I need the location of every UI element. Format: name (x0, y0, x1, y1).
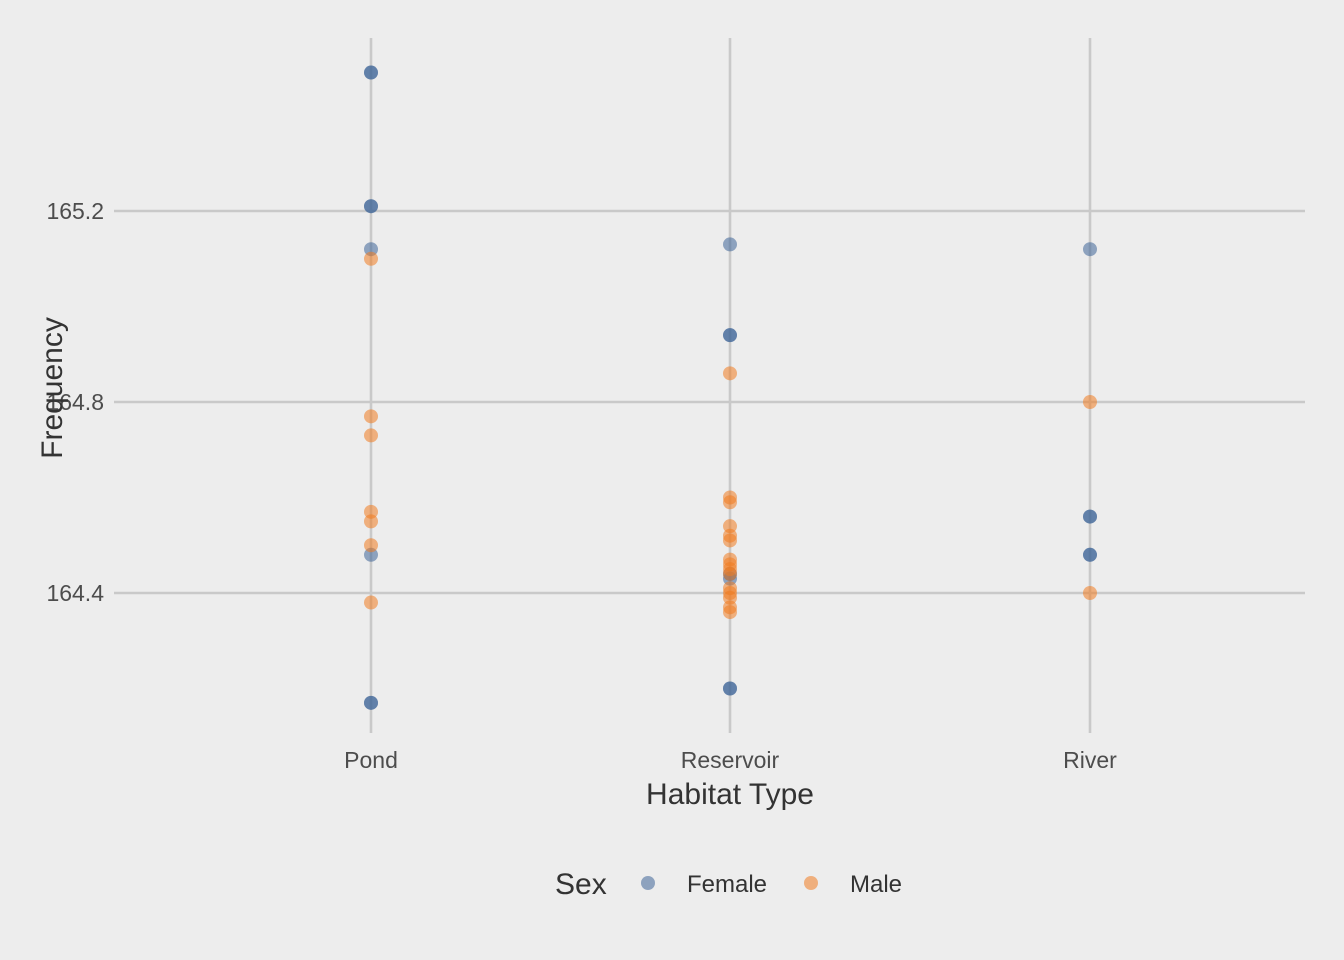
data-points (364, 65, 1097, 710)
tick-labels: 164.4 164.8 165.2 Pond Reservoir River (46, 198, 1117, 773)
data-point-female (364, 695, 378, 710)
legend-label-male: Male (850, 871, 902, 898)
x-tick-label: Reservoir (681, 747, 780, 773)
data-point-male (1083, 395, 1097, 409)
y-tick-label: 164.4 (46, 580, 104, 606)
x-tick-label: River (1063, 747, 1117, 773)
data-point-male (364, 514, 378, 529)
legend-title: Sex (555, 868, 607, 901)
legend: Sex Female Male (555, 868, 902, 901)
data-point-male (723, 495, 737, 510)
data-point-female (723, 681, 737, 696)
data-point-male (723, 566, 737, 581)
x-tick-label: Pond (344, 747, 398, 773)
data-point-female (723, 237, 737, 252)
data-point-male (723, 605, 737, 620)
y-tick-label: 164.8 (46, 389, 104, 415)
data-point-female (364, 65, 378, 80)
data-point-male (364, 538, 378, 553)
legend-key-male (804, 876, 818, 890)
x-axis-title: Habitat Type (646, 778, 814, 811)
y-tick-label: 165.2 (46, 198, 104, 224)
data-point-male (1083, 586, 1097, 600)
data-point-female (1083, 509, 1097, 524)
data-point-male (364, 595, 378, 610)
data-point-male (723, 533, 737, 548)
data-point-female (723, 328, 737, 343)
data-point-female (364, 199, 378, 214)
data-point-female (1083, 242, 1097, 257)
data-point-male (723, 366, 737, 381)
legend-label-female: Female (687, 871, 767, 898)
y-axis-title: Frequency (36, 317, 69, 459)
grid-lines (114, 38, 1305, 733)
data-point-male (364, 428, 378, 443)
data-point-female (1083, 547, 1097, 562)
legend-key-female (641, 876, 655, 890)
data-point-male (364, 409, 378, 424)
data-point-male (364, 251, 378, 266)
